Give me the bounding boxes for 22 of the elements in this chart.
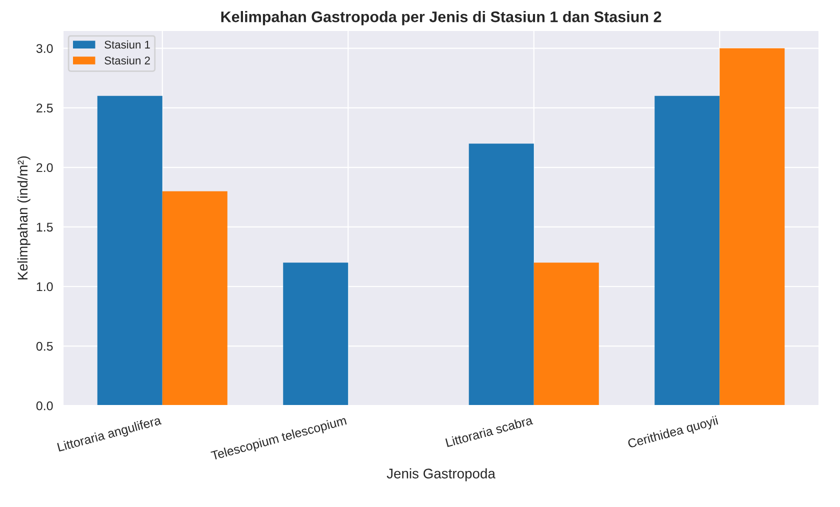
x-tick-label: Littoraria scabra bbox=[445, 415, 534, 448]
legend-label: Stasiun 2 bbox=[104, 56, 150, 64]
y-tick-label: 0.5 bbox=[36, 342, 53, 351]
y-axis-title: Kelimpahan (ind/m²) bbox=[17, 156, 30, 280]
legend-label: Stasiun 1 bbox=[104, 40, 150, 49]
bar bbox=[654, 96, 720, 406]
bar bbox=[534, 262, 599, 406]
bar bbox=[720, 48, 785, 406]
y-tick-label: 1.0 bbox=[36, 282, 53, 292]
y-tick-label: 2.5 bbox=[36, 104, 53, 112]
bar bbox=[468, 144, 534, 406]
chart-title: Kelimpahan Gastropoda per Jenis di Stasiun 1 dan Stasiun 2 bbox=[221, 11, 662, 26]
y-tick-label: 1.5 bbox=[36, 222, 53, 232]
bar bbox=[97, 96, 162, 406]
bar bbox=[283, 262, 348, 406]
y-tick-label: 0.0 bbox=[36, 401, 53, 410]
y-tick-label: 3.0 bbox=[36, 44, 53, 53]
x-tick-label: Littoraria angulifera bbox=[57, 415, 162, 454]
x-tick-label: Cerithidea quoyii bbox=[627, 416, 719, 451]
bar bbox=[162, 191, 228, 406]
y-tick-label: 2.0 bbox=[36, 163, 53, 172]
x-axis-title: Jenis Gastropoda bbox=[386, 468, 496, 482]
